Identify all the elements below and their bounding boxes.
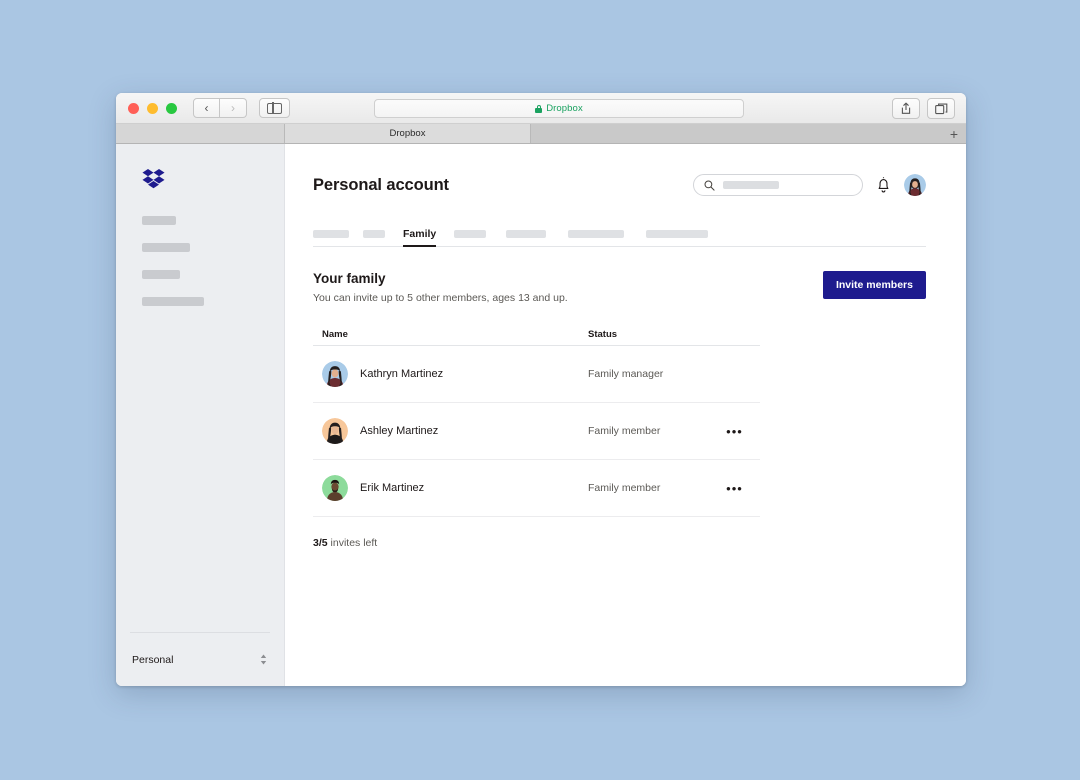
family-members-table: Name Status bbox=[313, 324, 760, 517]
app-main: Personal account bbox=[285, 144, 966, 686]
tab-placeholder-bar bbox=[646, 229, 709, 238]
back-chevron-icon: ‹ bbox=[204, 101, 209, 115]
updown-chevron-icon bbox=[260, 654, 270, 665]
member-avatar bbox=[322, 361, 348, 387]
search-placeholder-bar bbox=[723, 181, 779, 189]
browser-tab-dropbox[interactable]: Dropbox bbox=[285, 124, 531, 143]
sidebar-nav-item-4[interactable] bbox=[142, 297, 204, 306]
sidebar-nav-placeholders bbox=[142, 216, 204, 306]
share-icon bbox=[901, 102, 911, 114]
search-input[interactable] bbox=[693, 174, 863, 196]
page-title: Personal account bbox=[313, 175, 449, 194]
table-row[interactable]: Erik Martinez Family member ••• bbox=[313, 460, 760, 517]
browser-toolbar-right bbox=[892, 98, 955, 119]
member-name: Kathryn Martinez bbox=[360, 368, 444, 380]
toggle-sidebar-button[interactable] bbox=[259, 98, 290, 118]
address-bar[interactable]: Dropbox bbox=[374, 99, 744, 118]
tab-family-label: Family bbox=[403, 227, 437, 240]
member-status: Family member bbox=[588, 425, 661, 437]
sidebar-nav-item-1[interactable] bbox=[142, 216, 176, 225]
member-name: Erik Martinez bbox=[360, 482, 425, 494]
section-tabs: Family bbox=[313, 222, 926, 247]
lock-icon bbox=[535, 104, 543, 113]
account-switcher[interactable]: Personal bbox=[130, 632, 270, 686]
member-overflow-menu-icon[interactable]: ••• bbox=[726, 480, 743, 496]
browser-tabbar: Dropbox + bbox=[116, 124, 966, 144]
app-body: Personal Personal account bbox=[116, 144, 966, 686]
back-button[interactable]: ‹ bbox=[193, 98, 220, 118]
tab-placeholder-2[interactable] bbox=[363, 221, 385, 246]
column-header-name: Name bbox=[322, 329, 348, 340]
tab-placeholder-7[interactable] bbox=[646, 221, 709, 246]
bell-icon[interactable] bbox=[876, 177, 891, 193]
member-name-cell: Kathryn Martinez bbox=[313, 361, 588, 387]
account-switcher-label: Personal bbox=[132, 653, 174, 666]
member-name-cell: Erik Martinez bbox=[313, 475, 588, 501]
maximize-window-button[interactable] bbox=[166, 102, 177, 114]
table-row[interactable]: Ashley Martinez Family member ••• bbox=[313, 403, 760, 460]
window-traffic-lights bbox=[128, 102, 177, 114]
address-bar-text: Dropbox bbox=[546, 103, 583, 114]
tab-placeholder-5[interactable] bbox=[506, 221, 547, 246]
close-window-button[interactable] bbox=[128, 102, 139, 114]
tab-placeholder-bar bbox=[506, 229, 547, 238]
table-header-row: Name Status bbox=[313, 324, 760, 346]
tab-placeholder-bar bbox=[454, 229, 487, 238]
member-status: Family manager bbox=[588, 368, 664, 380]
browser-window: ‹ › Dropbox bbox=[116, 93, 966, 686]
page-header: Personal account bbox=[313, 174, 926, 196]
tab-overview-button[interactable] bbox=[927, 98, 955, 119]
invites-left-text: 3/5 invites left bbox=[313, 537, 926, 549]
tabbar-left-spacer bbox=[116, 124, 285, 143]
invites-left-suffix: invites left bbox=[327, 537, 378, 549]
dropbox-logo-icon[interactable] bbox=[142, 169, 165, 195]
tab-placeholder-bar bbox=[568, 229, 625, 238]
share-button[interactable] bbox=[892, 98, 920, 119]
tab-placeholder-6[interactable] bbox=[568, 221, 625, 246]
search-icon bbox=[704, 180, 715, 191]
section-subtitle: You can invite up to 5 other members, ag… bbox=[313, 292, 568, 304]
new-tab-button[interactable]: + bbox=[949, 125, 958, 142]
member-avatar bbox=[322, 418, 348, 444]
browser-tab-label: Dropbox bbox=[389, 128, 426, 139]
minimize-window-button[interactable] bbox=[147, 102, 158, 114]
member-name: Ashley Martinez bbox=[360, 425, 439, 437]
invite-members-button[interactable]: Invite members bbox=[822, 271, 926, 299]
member-name-cell: Ashley Martinez bbox=[313, 418, 588, 444]
page-header-actions bbox=[693, 174, 926, 196]
invites-left-count: 3/5 bbox=[313, 537, 328, 549]
tabbar-empty-area: + bbox=[531, 124, 966, 143]
app-sidebar: Personal bbox=[116, 144, 285, 686]
tab-placeholder-4[interactable] bbox=[454, 221, 487, 246]
browser-titlebar: ‹ › Dropbox bbox=[116, 93, 966, 124]
member-avatar bbox=[322, 475, 348, 501]
forward-chevron-icon: › bbox=[231, 101, 235, 115]
tab-placeholder-bar bbox=[363, 229, 385, 238]
avatar[interactable] bbox=[904, 174, 926, 196]
tab-family[interactable]: Family bbox=[403, 221, 437, 247]
column-header-status: Status bbox=[588, 329, 618, 340]
section-title: Your family bbox=[313, 271, 386, 286]
sidebar-nav-item-2[interactable] bbox=[142, 243, 190, 252]
tab-placeholder-1[interactable] bbox=[313, 221, 349, 246]
forward-button[interactable]: › bbox=[220, 98, 247, 118]
sidebar-panel-icon bbox=[267, 102, 282, 114]
table-row[interactable]: Kathryn Martinez Family manager bbox=[313, 346, 760, 403]
sidebar-nav-item-3[interactable] bbox=[142, 270, 180, 279]
browser-nav-group: ‹ › bbox=[193, 98, 247, 118]
member-overflow-menu-icon[interactable]: ••• bbox=[726, 423, 743, 439]
member-status: Family member bbox=[588, 482, 661, 494]
family-section-header: Your family You can invite up to 5 other… bbox=[313, 271, 926, 304]
tab-placeholder-bar bbox=[313, 229, 349, 238]
tab-overview-icon bbox=[934, 103, 947, 114]
